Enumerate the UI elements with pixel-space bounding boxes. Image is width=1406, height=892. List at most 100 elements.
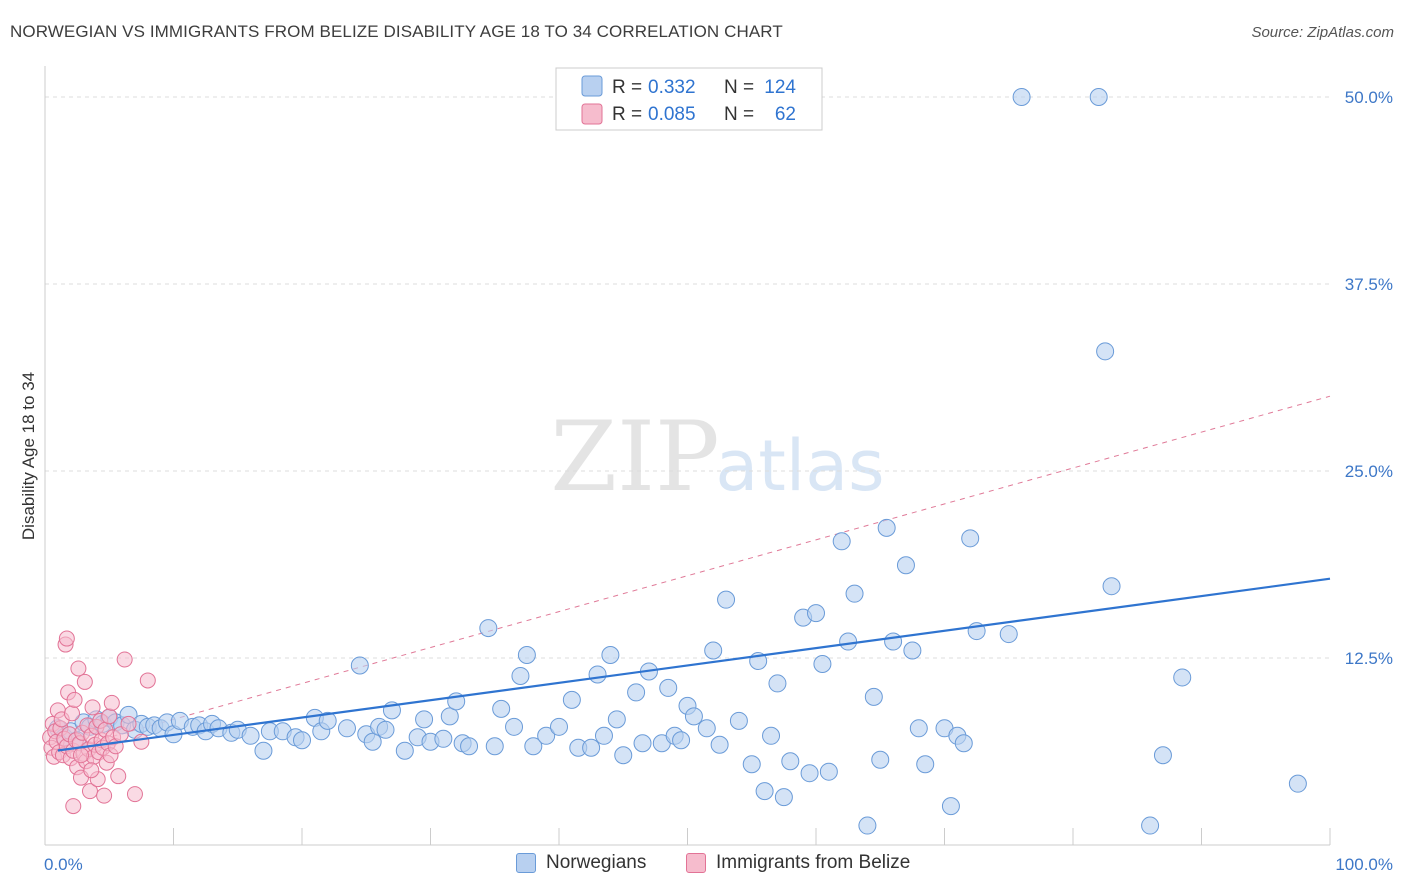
- point-norwegians-39: [363, 732, 382, 751]
- legend-label-immigrants-from-belize: Immigrants from Belize: [716, 852, 911, 873]
- point-norwegians-95: [832, 532, 851, 551]
- point-norwegians-77: [684, 707, 703, 726]
- gridlines: [45, 96, 1330, 659]
- stats-legend-n-value-immigrants-from-belize: 62: [775, 104, 796, 125]
- legend-item-norwegians[interactable]: Norwegians: [516, 852, 646, 874]
- point-norwegians-48: [440, 707, 459, 726]
- stats-legend-n-label-immigrants-from-belize: N =: [724, 104, 754, 125]
- point-norwegians-37: [350, 656, 369, 675]
- point-norwegians-110: [954, 734, 973, 753]
- y-tick-label-2: 37.5%: [1345, 275, 1393, 294]
- watermark-zip: ZIP: [550, 401, 719, 513]
- stats-legend-r-value-immigrants-from-belize: 0.085: [648, 104, 696, 125]
- point-immigrants-from-belize-31: [81, 783, 98, 800]
- point-immigrants-from-belize-42: [96, 787, 113, 804]
- point-norwegians-79: [704, 641, 723, 660]
- point-immigrants-from-belize-57: [139, 672, 156, 689]
- stats-legend-swatch-norwegians: [581, 75, 603, 97]
- point-norwegians-27: [241, 726, 260, 745]
- watermark: ZIP atlas: [550, 401, 884, 513]
- point-norwegians-66: [601, 646, 620, 665]
- point-immigrants-from-belize-48: [103, 694, 120, 711]
- x-tick-label-0: 0.0%: [44, 855, 83, 874]
- point-norwegians-45: [415, 710, 434, 729]
- series-immigrants-from-belize: [42, 630, 156, 815]
- stats-legend-n-value-norwegians: 124: [764, 77, 796, 98]
- point-immigrants-from-belize-59: [65, 798, 82, 815]
- point-norwegians-52: [479, 619, 498, 638]
- point-norwegians-36: [337, 719, 356, 738]
- point-norwegians-69: [627, 683, 646, 702]
- point-immigrants-from-belize-17: [63, 705, 80, 722]
- point-norwegians-106: [916, 755, 935, 774]
- point-immigrants-from-belize-55: [126, 786, 143, 803]
- point-norwegians-82: [729, 711, 748, 730]
- point-norwegians-58: [524, 737, 543, 756]
- legend-item-immigrants-from-belize[interactable]: Immigrants from Belize: [686, 852, 910, 874]
- point-immigrants-from-belize-56: [133, 733, 150, 750]
- legend-swatch-immigrants-from-belize: [686, 853, 706, 873]
- point-norwegians-60: [550, 717, 568, 736]
- point-norwegians-115: [1089, 88, 1108, 106]
- series-legend: Norwegians Immigrants from Belize: [0, 852, 1406, 878]
- legend-swatch-norwegians: [516, 853, 536, 873]
- point-norwegians-105: [909, 719, 928, 738]
- point-norwegians-116: [1096, 342, 1115, 361]
- point-immigrants-from-belize-19: [66, 691, 83, 708]
- point-norwegians-63: [582, 738, 601, 757]
- point-norwegians-43: [395, 741, 414, 760]
- x-tick-labels: 0.0% 100.0%: [44, 855, 1393, 874]
- point-immigrants-from-belize-54: [120, 715, 137, 732]
- point-norwegians-68: [614, 746, 633, 765]
- trend-line-immigrants-from-belize: [44, 395, 1331, 756]
- point-norwegians-61: [562, 690, 581, 709]
- point-norwegians-73: [659, 678, 678, 697]
- y-tick-label-1: 25.0%: [1345, 462, 1393, 481]
- point-norwegians-97: [845, 584, 864, 603]
- point-norwegians-59: [537, 726, 556, 745]
- point-norwegians-54: [492, 699, 511, 718]
- point-norwegians-121: [1288, 774, 1307, 793]
- point-norwegians-87: [768, 674, 787, 693]
- x-tick-label-1: 100.0%: [1335, 855, 1393, 874]
- point-norwegians-35: [318, 711, 337, 730]
- point-norwegians-65: [594, 726, 613, 745]
- point-immigrants-from-belize-46: [101, 708, 118, 725]
- point-norwegians-88: [774, 788, 793, 807]
- point-norwegians-103: [896, 556, 915, 575]
- point-norwegians-41: [376, 720, 395, 739]
- point-immigrants-from-belize-60: [72, 747, 89, 764]
- stats-legend: R = 0.332 N = 124 R = 0.085 N = 62: [555, 67, 823, 131]
- point-norwegians-51: [460, 737, 479, 756]
- trend-line-pink: [44, 395, 1331, 756]
- point-norwegians-85: [755, 782, 774, 801]
- point-norwegians-120: [1173, 668, 1192, 687]
- chart-title: NORWEGIAN VS IMMIGRANTS FROM BELIZE DISA…: [10, 22, 783, 41]
- watermark-atlas: atlas: [715, 425, 884, 507]
- point-norwegians-94: [819, 762, 838, 781]
- axes: [44, 66, 1331, 846]
- trend-line-norwegians: [57, 577, 1331, 752]
- y-axis-label: Disability Age 18 to 34: [19, 372, 38, 540]
- point-norwegians-47: [434, 729, 453, 748]
- point-norwegians-28: [254, 741, 273, 760]
- point-norwegians-104: [903, 641, 922, 660]
- point-norwegians-75: [672, 731, 691, 750]
- point-norwegians-92: [807, 604, 825, 623]
- stats-legend-swatch-immigrants-from-belize: [581, 103, 603, 125]
- y-tick-label-0: 12.5%: [1345, 649, 1393, 668]
- point-norwegians-91: [800, 764, 819, 783]
- point-norwegians-99: [864, 687, 883, 706]
- point-norwegians-118: [1141, 816, 1160, 835]
- point-norwegians-56: [511, 666, 530, 685]
- point-norwegians-111: [961, 529, 980, 548]
- point-norwegians-93: [813, 654, 832, 673]
- y-tick-label-3: 50.0%: [1345, 88, 1393, 107]
- point-immigrants-from-belize-61: [83, 762, 100, 779]
- point-norwegians-117: [1102, 577, 1121, 596]
- point-norwegians-67: [607, 710, 626, 729]
- point-immigrants-from-belize-33: [84, 699, 101, 716]
- point-immigrants-from-belize-22: [70, 660, 87, 677]
- point-norwegians-78: [697, 719, 716, 738]
